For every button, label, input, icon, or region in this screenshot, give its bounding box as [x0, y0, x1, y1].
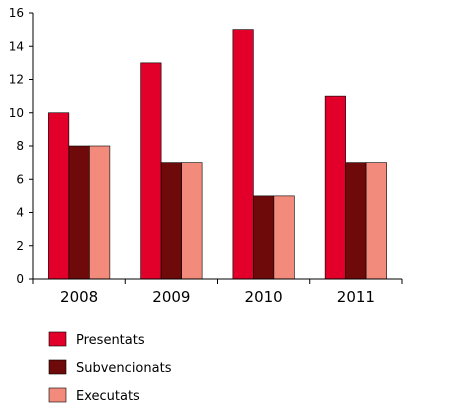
bar-subvencionats-2011 — [345, 162, 367, 280]
legend-label-subvencionats: Subvencionats — [76, 361, 172, 376]
bar-executats-2011 — [365, 162, 387, 280]
y-tick-label: 6 — [16, 172, 24, 186]
y-tick-label: 0 — [16, 272, 24, 286]
x-axis-category-labels: 2008 2009 2010 2011 — [60, 288, 375, 306]
y-tick-label: 4 — [16, 206, 24, 220]
bar-executats-2009 — [181, 162, 203, 280]
bar-presentats-2011 — [324, 95, 346, 280]
y-tick-label: 12 — [9, 73, 24, 87]
bar-executats-2008 — [89, 145, 111, 280]
bar-subvencionats-2009 — [160, 162, 182, 280]
bar-executats-2010 — [273, 195, 295, 280]
y-tick-label: 14 — [9, 39, 24, 53]
x-axis-ticks — [32, 279, 403, 284]
legend-swatch-executats — [48, 387, 67, 403]
category-label: 2011 — [337, 288, 375, 306]
bars — [48, 29, 387, 280]
y-tick-label: 16 — [9, 6, 24, 20]
y-tick-label: 8 — [16, 139, 24, 153]
bar-subvencionats-2008 — [68, 145, 90, 280]
legend-label-executats: Executats — [76, 389, 140, 404]
legend-swatch-presentats — [48, 331, 67, 347]
bar-presentats-2009 — [140, 62, 162, 280]
y-axis-ticks: 0 2 4 6 8 10 12 14 16 — [9, 6, 33, 286]
bar-presentats-2010 — [232, 29, 254, 280]
bar-presentats-2008 — [48, 112, 70, 280]
legend-label-presentats: Presentats — [76, 333, 145, 348]
category-label: 2010 — [245, 288, 283, 306]
legend: Presentats Subvencionats Executats — [48, 331, 172, 404]
legend-swatch-subvencionats — [48, 359, 67, 375]
category-label: 2008 — [60, 288, 98, 306]
category-label: 2009 — [152, 288, 190, 306]
bar-subvencionats-2010 — [253, 195, 275, 280]
y-tick-label: 10 — [9, 106, 24, 120]
y-tick-label: 2 — [16, 239, 24, 253]
